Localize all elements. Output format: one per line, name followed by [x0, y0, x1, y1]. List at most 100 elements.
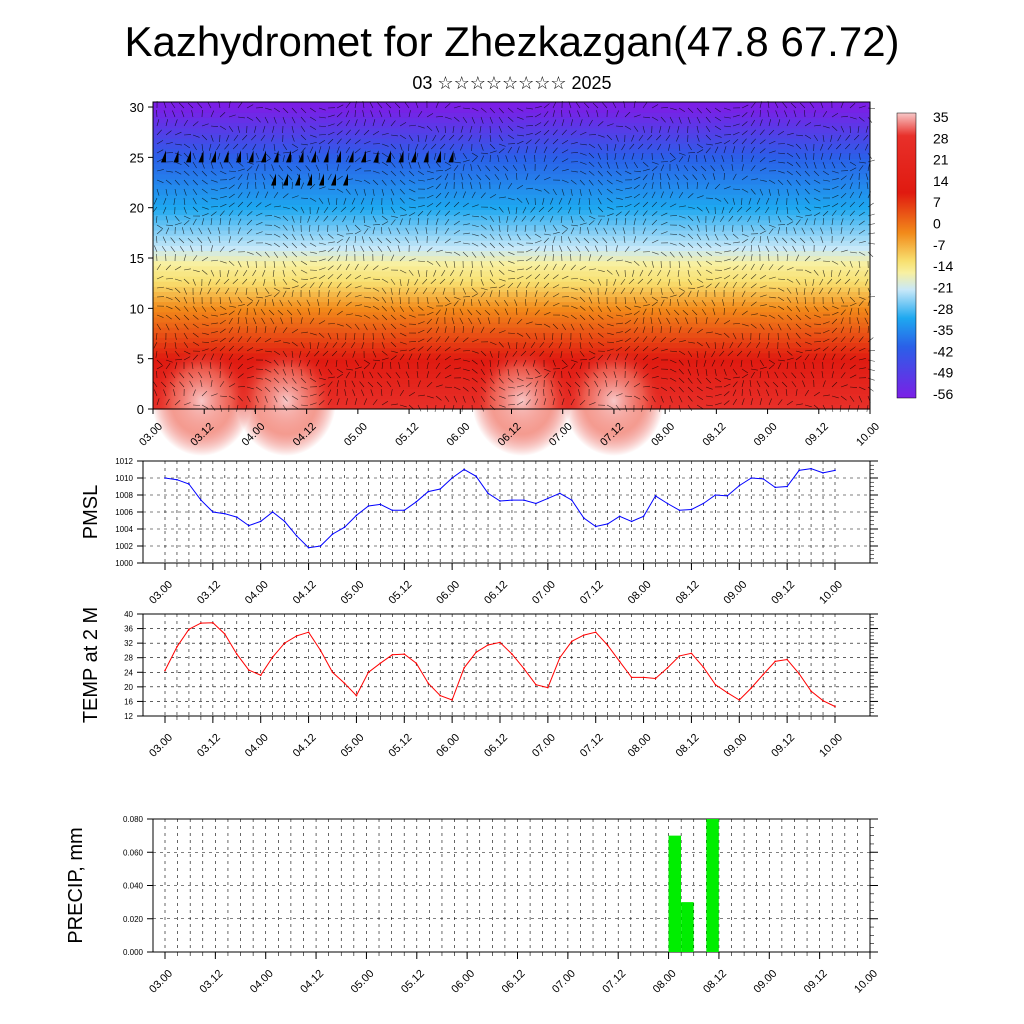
wind-barb [246, 228, 253, 235]
wind-barb [795, 254, 800, 262]
wind-barb [804, 323, 812, 328]
wind-barb [732, 290, 735, 298]
wind-barb [498, 242, 505, 249]
wind-barb [255, 191, 259, 199]
wind-barb [594, 227, 599, 235]
precip-bar [681, 902, 694, 952]
wind-barb [714, 276, 722, 280]
wind-barb [200, 380, 203, 388]
wind-barb [687, 386, 694, 393]
wind-barb [660, 377, 668, 380]
wind-barb [183, 323, 189, 330]
wind-barb [399, 214, 407, 217]
wind-barb [354, 129, 360, 136]
wind-barb [408, 152, 410, 161]
wind-barb [471, 326, 474, 334]
wind-barb [804, 218, 808, 226]
wind-barb [795, 170, 802, 177]
wind-barb [795, 206, 800, 214]
wind-barb [534, 282, 540, 289]
wind-barb [514, 299, 518, 307]
wind-barb [615, 322, 623, 325]
wind-barb [757, 389, 761, 397]
wind-barb [246, 336, 252, 343]
temperature-band [153, 132, 870, 139]
wind-barb [822, 338, 830, 343]
pmsl-point [834, 469, 836, 472]
wind-barb [323, 215, 329, 222]
wind-barb [813, 314, 821, 318]
wind-barb [570, 323, 575, 331]
wind-barb [792, 245, 797, 253]
wind-barb [785, 389, 788, 397]
wind-barb [480, 224, 487, 230]
wind-barb [552, 188, 557, 196]
wind-barb [291, 233, 296, 241]
wind-barb [408, 347, 416, 352]
pmsl-point [810, 467, 812, 470]
wind-barb [774, 371, 779, 379]
wind-barb [867, 202, 874, 208]
wind-barb [809, 237, 815, 244]
wind-barb [300, 233, 305, 241]
wind-barb [408, 218, 411, 226]
wind-barb [660, 191, 664, 199]
wind-barb [813, 206, 821, 209]
wind-barb [323, 206, 329, 213]
wind-barb [615, 404, 621, 411]
wind-barb [831, 203, 839, 208]
wind-barb [723, 250, 731, 253]
temperature-band [153, 214, 870, 221]
wind-barb [813, 212, 821, 217]
wind-barb [575, 237, 581, 244]
wind-barb [440, 134, 446, 141]
precip-x-tick-label: 04.00 [248, 968, 276, 996]
wind-barb [657, 269, 662, 277]
wind-barb [831, 210, 837, 217]
wind-barb [795, 314, 802, 321]
wind-barb [295, 165, 302, 172]
wind-barb [390, 206, 396, 214]
wind-barb [849, 238, 856, 244]
wind-barb [741, 264, 747, 271]
wind-barb [849, 326, 852, 334]
wind-barb [224, 143, 230, 150]
temp-point [415, 662, 418, 664]
wind-barb [201, 213, 209, 217]
wind-barb [390, 350, 398, 354]
wind-barb [561, 188, 565, 196]
wind-barb [543, 323, 551, 328]
wind-barb [606, 269, 613, 275]
wind-barb [633, 184, 640, 190]
wind-barb [525, 107, 533, 110]
wind-barb [282, 327, 288, 334]
wind-barb [255, 395, 259, 403]
wind-barb [318, 197, 324, 204]
wind-barb [462, 287, 467, 295]
wind-barb [435, 170, 444, 172]
wind-barb [327, 389, 332, 397]
wind-barb [864, 308, 869, 316]
wind-barb [696, 328, 704, 334]
wind-barb [867, 386, 874, 392]
colorbar-label: -28 [933, 301, 953, 317]
wind-barb [354, 294, 362, 298]
wind-barb [549, 350, 554, 358]
wind-barb [444, 161, 452, 166]
wind-barb [597, 143, 602, 151]
wind-barb [534, 122, 542, 127]
wind-barb [459, 269, 464, 277]
wind-barb [210, 134, 214, 142]
wind-barb [741, 138, 747, 145]
wind-barb [345, 263, 350, 271]
wind-barb [201, 143, 204, 151]
wind-barb [271, 164, 275, 172]
wind-barb [614, 362, 617, 370]
wind-barb [557, 381, 563, 388]
wind-barb [633, 193, 640, 199]
temp-y-tick-label: 12 [124, 712, 133, 721]
precip-x-tick-label: 05.00 [349, 968, 377, 996]
wind-barb [314, 350, 320, 357]
wind-barb [723, 383, 731, 388]
wind-barb [498, 224, 501, 232]
